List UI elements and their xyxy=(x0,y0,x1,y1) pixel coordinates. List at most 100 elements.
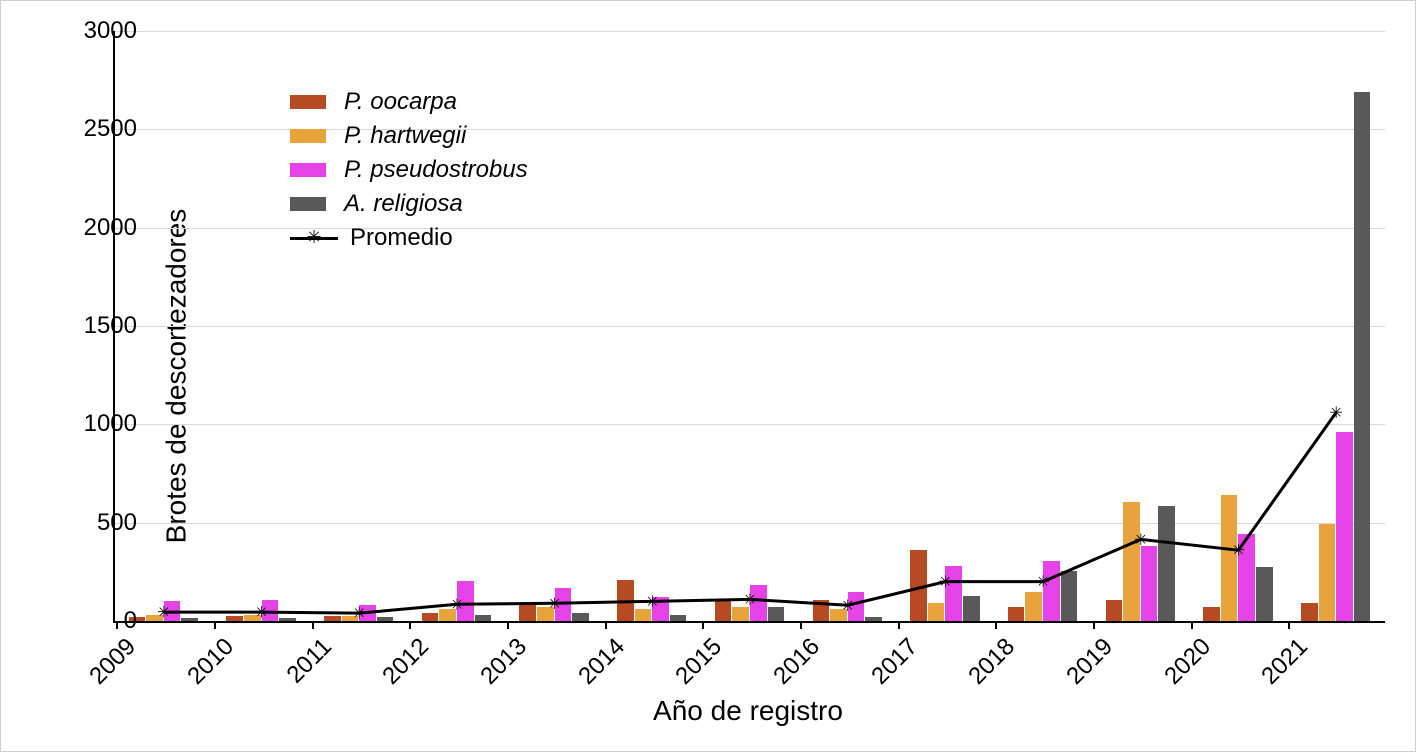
y-tick-label: 3000 xyxy=(84,17,137,45)
x-tick-mark xyxy=(409,621,411,629)
bar-a_religiosa xyxy=(572,613,589,621)
bar-a_religiosa xyxy=(279,618,296,621)
bar-p_pseudostrobus xyxy=(164,601,181,621)
y-tick-label: 0 xyxy=(124,607,137,635)
bar-a_religiosa xyxy=(475,615,492,621)
bar-p_oocarpa xyxy=(226,616,243,621)
x-tick-label: 2019 xyxy=(1057,633,1119,695)
bar-p_oocarpa xyxy=(324,616,341,621)
x-tick-label: 2010 xyxy=(177,633,239,695)
bar-p_oocarpa xyxy=(715,601,732,621)
bar-p_oocarpa xyxy=(813,600,830,621)
bar-p_pseudostrobus xyxy=(848,592,865,622)
bar-p_pseudostrobus xyxy=(262,600,279,621)
bar-p_oocarpa xyxy=(1008,607,1025,621)
x-tick-mark xyxy=(1288,621,1290,629)
y-tick-label: 1000 xyxy=(84,410,137,438)
bar-p_pseudostrobus xyxy=(945,566,962,621)
bar-p_hartwegii xyxy=(537,607,554,621)
chart-frame: Brotes de descortezadores ✳✳✳✳✳✳✳✳✳✳✳✳✳P… xyxy=(0,0,1416,752)
legend-swatch xyxy=(290,95,326,109)
x-tick-label: 2016 xyxy=(764,633,826,695)
x-tick-mark xyxy=(898,621,900,629)
y-tick-label: 1500 xyxy=(84,312,137,340)
bar-a_religiosa xyxy=(670,615,687,621)
bar-p_pseudostrobus xyxy=(555,588,572,621)
x-tick-mark xyxy=(605,621,607,629)
bar-a_religiosa xyxy=(377,617,394,621)
legend-entry: P. pseudostrobus xyxy=(290,153,528,187)
gridline xyxy=(115,326,1385,327)
gridline xyxy=(115,31,1385,32)
legend-entry: A. religiosa xyxy=(290,187,528,221)
x-tick-mark xyxy=(1093,621,1095,629)
x-tick-mark xyxy=(312,621,314,629)
bar-p_oocarpa xyxy=(519,605,536,621)
plot-area: ✳✳✳✳✳✳✳✳✳✳✳✳✳P. oocarpaP. hartwegiiP. ps… xyxy=(113,31,1385,623)
x-tick-label: 2015 xyxy=(666,633,728,695)
bar-p_oocarpa xyxy=(1203,607,1220,621)
legend-swatch xyxy=(290,197,326,211)
bar-p_pseudostrobus xyxy=(359,605,376,621)
bar-p_pseudostrobus xyxy=(652,597,669,621)
bar-p_pseudostrobus xyxy=(1141,546,1158,621)
gridline xyxy=(115,424,1385,425)
x-tick-mark xyxy=(214,621,216,629)
bar-p_hartwegii xyxy=(1319,524,1336,621)
x-tick-label: 2011 xyxy=(275,633,337,695)
bar-p_oocarpa xyxy=(422,613,439,621)
bar-p_hartwegii xyxy=(244,615,261,621)
legend-swatch xyxy=(290,163,326,177)
bar-a_religiosa xyxy=(865,617,882,621)
bar-p_pseudostrobus xyxy=(1238,534,1255,621)
bar-p_oocarpa xyxy=(617,580,634,621)
bar-p_hartwegii xyxy=(635,609,652,621)
x-tick-mark xyxy=(507,621,509,629)
bar-a_religiosa xyxy=(181,618,198,621)
bar-p_oocarpa xyxy=(1301,603,1318,621)
y-tick-label: 2000 xyxy=(84,214,137,242)
x-tick-label: 2021 xyxy=(1252,633,1314,695)
bar-p_oocarpa xyxy=(910,550,927,621)
legend-entry: P. hartwegii xyxy=(290,119,528,153)
bar-p_hartwegii xyxy=(732,607,749,621)
x-tick-label: 2018 xyxy=(959,633,1021,695)
bar-p_hartwegii xyxy=(1221,495,1238,621)
x-tick-label: 2020 xyxy=(1154,633,1216,695)
x-axis-title: Año de registro xyxy=(653,695,843,727)
legend: P. oocarpa P. hartwegii P. pseudostrobus A.… xyxy=(290,85,528,255)
bar-p_oocarpa xyxy=(1106,600,1123,621)
bar-p_pseudostrobus xyxy=(1336,432,1353,621)
legend-entry: P. oocarpa xyxy=(290,85,528,119)
bar-a_religiosa xyxy=(1061,571,1078,621)
y-tick-label: 2500 xyxy=(84,115,137,143)
gridline xyxy=(115,523,1385,524)
x-tick-label: 2012 xyxy=(373,633,435,695)
legend-swatch xyxy=(290,129,326,143)
bar-a_religiosa xyxy=(768,607,785,621)
bar-p_hartwegii xyxy=(146,615,163,621)
bar-p_hartwegii xyxy=(1025,592,1042,621)
x-tick-mark xyxy=(116,621,118,629)
x-tick-mark xyxy=(702,621,704,629)
bar-a_religiosa xyxy=(1354,92,1371,621)
bar-p_pseudostrobus xyxy=(457,581,474,621)
legend-label: P. hartwegii xyxy=(344,122,466,150)
x-tick-label: 2013 xyxy=(470,633,532,695)
x-tick-label: 2009 xyxy=(80,633,142,695)
bar-p_hartwegii xyxy=(342,616,359,621)
legend-label: P. pseudostrobus xyxy=(344,156,528,184)
x-tick-mark xyxy=(800,621,802,629)
legend-entry: ✳Promedio xyxy=(290,221,528,255)
x-tick-mark xyxy=(1191,621,1193,629)
y-tick-label: 500 xyxy=(97,509,137,537)
bar-p_hartwegii xyxy=(830,609,847,621)
bar-a_religiosa xyxy=(1158,506,1175,621)
x-tick-label: 2017 xyxy=(861,633,923,695)
legend-label: A. religiosa xyxy=(344,190,463,218)
bar-p_pseudostrobus xyxy=(1043,561,1060,621)
legend-line-icon: ✳ xyxy=(290,228,338,248)
bar-a_religiosa xyxy=(1256,567,1273,621)
x-tick-label: 2014 xyxy=(568,633,630,695)
bar-a_religiosa xyxy=(963,596,980,621)
